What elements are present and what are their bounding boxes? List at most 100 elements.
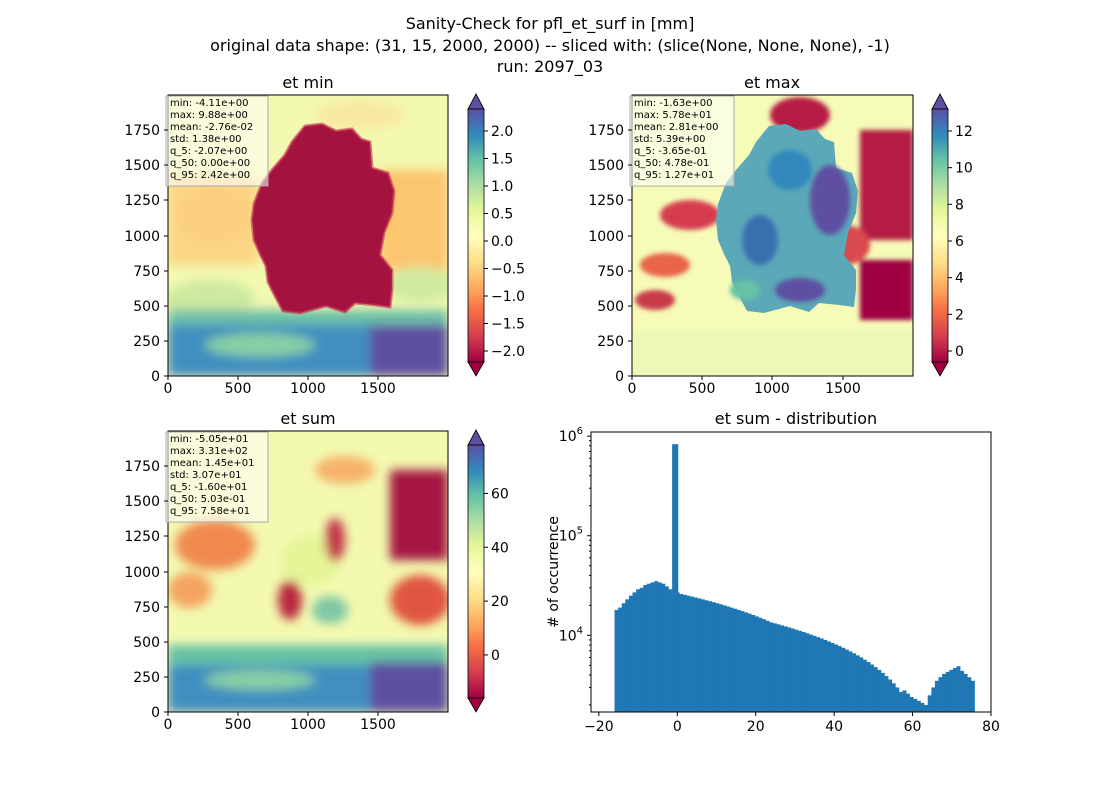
colorbar-tick-label: 8: [955, 197, 964, 213]
y-tick-label: 1250: [588, 193, 624, 209]
x-tick-label: 0: [628, 381, 637, 397]
histogram-bar: [960, 670, 965, 712]
histogram-bar: [816, 637, 821, 712]
histogram-bar: [873, 667, 878, 712]
histogram-bar: [704, 600, 709, 712]
histogram-bar: [650, 582, 655, 712]
histogram-bar: [711, 602, 716, 712]
colorbar-et-min: −2.0 −1.5 −1.0 −0.5 0.0 0.5 1.0 1.5 2.0: [467, 93, 525, 377]
histogram-bar: [927, 695, 932, 712]
stat-line: max: 3.31e+02: [170, 446, 248, 457]
stat-line: q_5: -2.07e+00: [170, 146, 247, 157]
stat-line: max: 9.88e+00: [170, 110, 248, 121]
stat-line: std: 1.38e+00: [170, 134, 242, 145]
histogram-bar: [690, 596, 695, 712]
x-tick-label: −20: [584, 719, 614, 735]
histogram-bar: [700, 599, 705, 712]
histogram-bar: [794, 629, 799, 712]
histogram-bar: [924, 704, 929, 712]
colorbar-tick-label: −2.0: [491, 344, 525, 360]
histogram-bar: [812, 635, 817, 712]
heatmap-et-min: [168, 95, 448, 376]
histogram-bar: [916, 700, 921, 712]
y-tick-label: 1750: [124, 459, 160, 475]
y-tick-label: 1250: [124, 193, 160, 209]
x-tick-label: 80: [982, 719, 1000, 735]
histogram-bar: [906, 693, 911, 712]
y-tick-label: 1000: [588, 229, 624, 245]
histogram-bar: [801, 632, 806, 712]
colorbar-tick-label: 1.5: [491, 152, 513, 168]
histogram-bar: [664, 586, 669, 712]
histogram-bar: [877, 669, 882, 712]
y-tick-label: 1500: [124, 494, 160, 510]
histogram-bar: [718, 604, 723, 712]
histogram-bar: [679, 594, 684, 712]
histogram-bar: [654, 581, 659, 712]
stats-box-et-sum: min: -5.05e+01 max: 3.31e+02 mean: 1.45e…: [165, 431, 269, 523]
stat-line: q_95: 7.58e+01: [170, 506, 250, 517]
histogram-bar: [643, 585, 648, 712]
histogram-bar: [736, 609, 741, 712]
histogram-bar: [697, 598, 702, 712]
histogram-bar: [693, 597, 698, 712]
histogram-bar: [740, 611, 745, 712]
y-tick-label: 250: [597, 334, 624, 350]
histogram-bar: [636, 589, 641, 712]
x-tick-label: 1500: [825, 381, 861, 397]
histogram-bar: [963, 673, 968, 712]
stat-line: q_95: 1.27e+01: [634, 170, 714, 181]
histogram-bar: [837, 646, 842, 712]
histogram-bar: [902, 690, 907, 712]
x-tick-label: 40: [825, 719, 843, 735]
histogram-bar: [729, 607, 734, 712]
y-tick-label: 105: [559, 526, 583, 545]
histogram-bar: [715, 603, 720, 712]
y-tick-label: 500: [133, 299, 160, 315]
histogram-bar: [686, 595, 691, 712]
y-tick-label: 1000: [124, 229, 160, 245]
y-tick-label: 104: [559, 625, 583, 644]
histogram-bar: [747, 613, 752, 712]
colorbar-tick-label: 20: [491, 594, 509, 610]
colorbar-tick-label: 0: [955, 344, 964, 360]
x-tick-label: 0: [673, 719, 682, 735]
colorbar-tick-label: 10: [955, 161, 973, 177]
heatmap-et-max: [632, 95, 913, 376]
x-tick-label: 1500: [360, 381, 396, 397]
suptitle-line-1: Sanity-Check for pfl_et_surf in [mm]: [406, 14, 695, 34]
y-tick-label: 750: [597, 264, 624, 280]
y-axis-et-min: 0 250 500 750 1000 1250 1500 1750: [124, 123, 168, 385]
colorbar-tick-label: 0: [491, 648, 500, 664]
y-tick-label: 1750: [588, 123, 624, 139]
histogram-bar: [931, 687, 936, 712]
histogram-bar: [769, 622, 774, 712]
histogram-bar: [844, 649, 849, 712]
histogram-bar: [934, 680, 939, 712]
y-tick-label: 250: [133, 334, 160, 350]
histogram-bar: [952, 668, 957, 712]
x-tick-label: 1500: [360, 717, 396, 733]
histogram-bar: [668, 589, 673, 712]
colorbar-tick-label: −1.0: [491, 289, 525, 305]
histogram-bar: [841, 647, 846, 712]
histogram-bar: [758, 617, 763, 712]
y-tick-label: 1000: [124, 565, 160, 581]
x-tick-label: 1000: [754, 381, 790, 397]
histogram-bar: [661, 583, 666, 712]
figure-suptitle: Sanity-Check for pfl_et_surf in [mm] ori…: [210, 14, 890, 77]
histogram-bar: [866, 662, 871, 712]
colorbar-tick-label: 4: [955, 271, 964, 287]
stat-line: std: 3.07e+01: [170, 470, 242, 481]
histogram-bar: [920, 702, 925, 712]
histogram-bar: [956, 666, 961, 712]
colorbar-tick-label: 0.0: [491, 234, 513, 250]
histogram-bar: [805, 633, 810, 712]
panel-et-max: et max m: [588, 73, 972, 397]
histogram-bar: [823, 639, 828, 712]
stat-line: min: -1.63e+00: [634, 98, 713, 109]
y-axis-label-distribution: # of occurrence: [546, 516, 562, 628]
colorbar-et-sum: 0 20 40 60: [467, 429, 509, 713]
histogram-bar: [618, 607, 623, 712]
colorbar-tick-label: −0.5: [491, 262, 525, 278]
